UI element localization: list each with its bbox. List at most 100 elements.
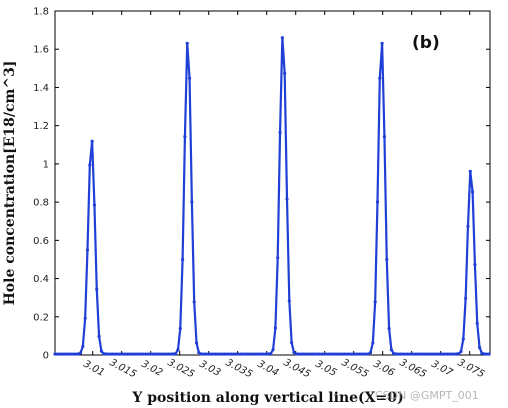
data-point — [141, 352, 145, 356]
data-point — [466, 224, 470, 228]
data-point — [450, 352, 454, 356]
data-point — [338, 352, 342, 356]
data-point — [350, 352, 354, 356]
data-point — [232, 352, 236, 356]
data-point — [352, 352, 356, 356]
data-point — [83, 316, 87, 320]
data-point — [264, 352, 268, 356]
data-point — [97, 334, 101, 339]
data-point — [378, 76, 382, 80]
data-point — [387, 326, 391, 331]
data-point — [454, 352, 458, 356]
y-tick-label: 1.4 — [33, 83, 49, 94]
data-point — [403, 352, 407, 356]
data-point — [315, 352, 319, 356]
y-tick-label: 0.4 — [33, 274, 49, 285]
data-point — [368, 350, 373, 355]
data-point — [396, 352, 400, 356]
data-point — [204, 352, 208, 356]
data-point — [239, 352, 243, 356]
data-point — [95, 287, 99, 291]
data-point — [169, 352, 173, 356]
data-point — [245, 352, 250, 356]
data-point — [227, 352, 231, 356]
data-point — [431, 352, 435, 356]
y-tick-label: 0.2 — [33, 312, 49, 323]
data-point — [234, 352, 238, 356]
data-point — [143, 352, 148, 356]
y-tick-label: 0.8 — [33, 198, 49, 209]
y-tick-label: 1.6 — [33, 45, 49, 56]
data-point — [248, 352, 252, 356]
data-point — [259, 352, 264, 356]
data-point — [413, 352, 417, 356]
plot-frame — [54, 10, 491, 356]
data-point — [225, 352, 229, 356]
panel-label: (b) — [412, 33, 440, 53]
data-point — [208, 352, 213, 356]
data-point — [459, 349, 463, 354]
data-point — [176, 348, 180, 352]
data-point — [355, 352, 359, 356]
data-point — [174, 352, 178, 356]
data-point — [382, 134, 387, 139]
x-tick-label: 3.025 — [166, 357, 196, 380]
data-point — [447, 352, 451, 356]
data-point — [127, 352, 131, 356]
data-point — [438, 352, 442, 356]
data-point — [102, 352, 106, 356]
y-tick-label: 0.6 — [33, 236, 49, 247]
data-point — [162, 352, 166, 356]
x-tick-label: 3.015 — [108, 357, 138, 380]
data-point — [243, 352, 247, 356]
data-point — [201, 352, 206, 356]
data-point — [364, 352, 368, 356]
data-point — [457, 352, 461, 356]
data-point — [106, 352, 110, 356]
data-point — [181, 257, 185, 262]
data-point — [65, 352, 69, 356]
x-tick-label: 3.075 — [456, 357, 486, 380]
data-point — [334, 352, 338, 356]
data-point — [255, 352, 259, 356]
data-point — [320, 352, 324, 356]
data-point — [183, 134, 187, 139]
data-point — [220, 352, 224, 356]
x-tick-label: 3.065 — [398, 357, 428, 380]
x-tick-label: 3.01 — [81, 359, 106, 379]
data-point — [62, 352, 66, 356]
data-point — [250, 352, 254, 356]
watermark: CSDN @GMPT_001 — [375, 389, 479, 402]
data-point — [113, 352, 117, 356]
data-point — [464, 296, 468, 301]
data-point — [313, 352, 317, 356]
data-point — [273, 326, 277, 330]
data-point — [241, 352, 245, 356]
data-point — [262, 352, 266, 356]
data-point — [366, 352, 370, 356]
data-point — [343, 352, 347, 356]
data-point — [222, 352, 226, 356]
data-point — [120, 352, 124, 356]
data-point — [452, 352, 456, 356]
x-tick-label: 3.04 — [255, 359, 280, 379]
data-point — [123, 352, 127, 356]
data-point — [424, 352, 428, 356]
data-point — [99, 349, 103, 353]
data-point — [389, 348, 393, 352]
data-point — [322, 352, 326, 356]
data-point — [125, 352, 129, 356]
data-point — [443, 352, 447, 356]
data-point — [146, 352, 150, 356]
data-point — [415, 352, 419, 356]
data-point — [475, 321, 479, 325]
data-point — [477, 345, 482, 350]
data-point — [236, 352, 240, 356]
data-point — [373, 300, 377, 304]
data-point — [417, 352, 421, 356]
data-point — [336, 352, 340, 356]
x-axis-title: Y position along vertical line(X=0) — [131, 390, 403, 406]
data-point — [436, 352, 440, 356]
data-point — [194, 341, 199, 345]
data-point — [357, 352, 361, 356]
